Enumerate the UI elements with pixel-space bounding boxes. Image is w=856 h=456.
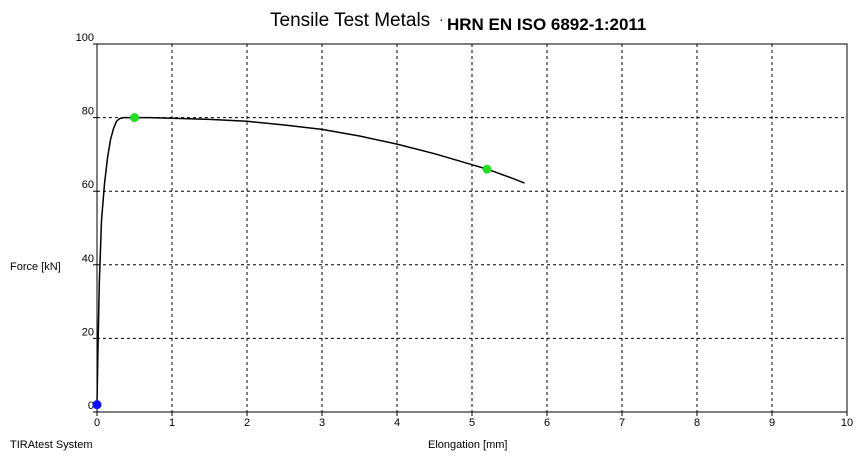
title-separator: · xyxy=(439,11,444,27)
x-tick-label: 6 xyxy=(544,417,550,429)
x-tick-label: 3 xyxy=(319,417,325,429)
force-elongation-curve xyxy=(97,118,525,405)
x-tick-label: 7 xyxy=(619,417,625,429)
footer-label: TIRAtest System xyxy=(10,439,93,451)
marker-break xyxy=(483,165,491,173)
x-axis-label: Elongation [mm] xyxy=(428,439,507,451)
y-axis-label: Force [kN] xyxy=(10,261,61,273)
marker-Fm xyxy=(131,114,139,122)
chart-standard: HRN EN ISO 6892-1:2011 xyxy=(447,15,646,34)
x-tick-label: 9 xyxy=(769,417,775,429)
marker-start xyxy=(93,401,101,409)
y-tick-label: 60 xyxy=(82,179,94,191)
grid xyxy=(93,44,847,416)
x-tick-label: 2 xyxy=(244,417,250,429)
x-tick-label: 4 xyxy=(394,417,400,429)
chart-title: Tensile Test Metals xyxy=(270,10,430,31)
x-tick-label: 5 xyxy=(469,417,475,429)
x-tick-labels: 0 1 2 3 4 5 6 7 8 9 10 xyxy=(94,417,853,429)
x-tick-label: 1 xyxy=(169,417,175,429)
x-tick-label: 8 xyxy=(694,417,700,429)
y-tick-label: 20 xyxy=(82,326,94,338)
y-tick-label: 80 xyxy=(82,106,94,118)
y-tick-label: 40 xyxy=(82,253,94,265)
y-tick-label: 100 xyxy=(76,32,94,44)
x-tick-label: 0 xyxy=(94,417,100,429)
curve-markers xyxy=(93,114,491,409)
x-tick-label: 10 xyxy=(841,417,853,429)
